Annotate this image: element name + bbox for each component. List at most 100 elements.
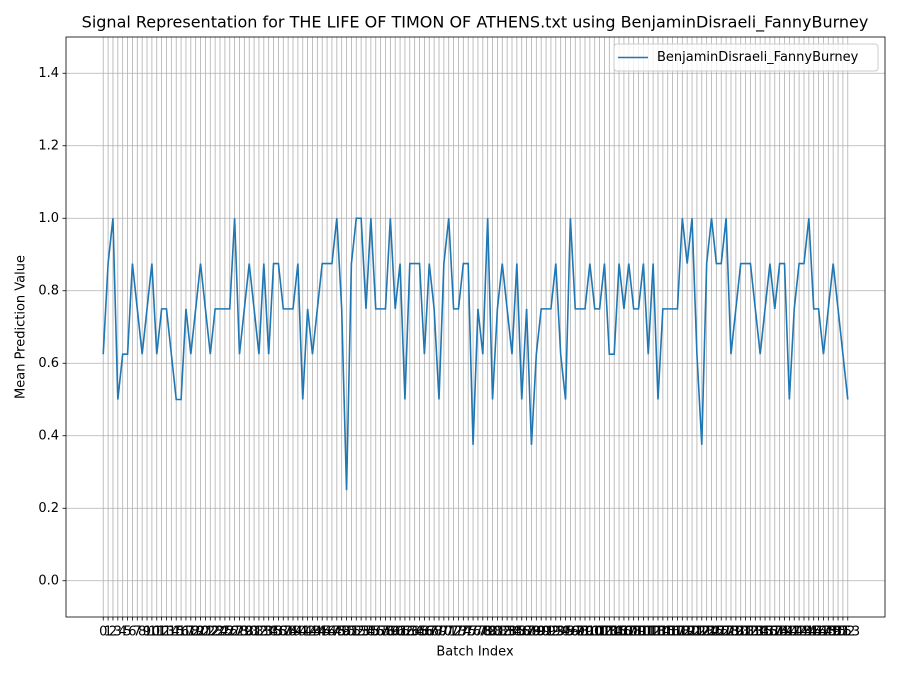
x-tick-label: 84 (504, 625, 521, 640)
x-tick-label: 54 (358, 625, 375, 640)
x-tick-label: 10 (144, 625, 161, 640)
x-tick-label: 61 (392, 625, 409, 640)
legend-box (613, 43, 879, 72)
x-tick-label: 45 (314, 625, 331, 640)
y-tick-label: 0.2 (38, 501, 59, 516)
x-tick-label: 133 (738, 625, 763, 640)
x-tick-label: 87 (518, 625, 535, 640)
x-tick-label: 116 (655, 625, 680, 640)
x-tick-label: 62 (397, 625, 414, 640)
x-tick-label: 49 (333, 625, 350, 640)
x-tick-label: 0 (99, 625, 107, 640)
x-tick-label: 131 (728, 625, 753, 640)
x-tick-label: 30 (241, 625, 258, 640)
x-tick-label: 138 (762, 625, 787, 640)
x-tick-label: 139 (767, 625, 792, 640)
x-tick-label: 148 (811, 625, 836, 640)
x-tick-label: 104 (597, 625, 622, 640)
legend-label: BenjaminDisraeli_FannyBurney (657, 50, 859, 65)
x-tick-label: 14 (163, 625, 180, 640)
x-tick-label: 144 (792, 625, 817, 640)
x-tick-label: 123 (689, 625, 714, 640)
x-tick-label: 38 (280, 625, 297, 640)
x-tick-label: 108 (616, 625, 641, 640)
x-tick-label: 12 (153, 625, 170, 640)
x-tick-label: 140 (772, 625, 797, 640)
x-tick-label: 4 (119, 625, 127, 640)
x-tick-label: 58 (377, 625, 394, 640)
x-tick-label: 95 (557, 625, 574, 640)
x-tick-label: 129 (719, 625, 744, 640)
x-tick-label: 50 (338, 625, 355, 640)
x-tick-label: 109 (621, 625, 646, 640)
x-tick-label: 71 (440, 625, 457, 640)
x-tick-label: 142 (782, 625, 807, 640)
x-tick-label: 39 (285, 625, 302, 640)
x-tick-label: 43 (304, 625, 321, 640)
x-tick-label: 32 (251, 625, 268, 640)
x-tick-label: 69 (431, 625, 448, 640)
legend: BenjaminDisraeli_FannyBurney (613, 43, 879, 72)
x-tick-label: 2 (109, 625, 117, 640)
x-tick-label: 107 (612, 625, 637, 640)
x-tick-label: 55 (363, 625, 380, 640)
x-tick-label: 90 (533, 625, 550, 640)
x-tick-label: 106 (607, 625, 632, 640)
x-tick-label: 29 (236, 625, 253, 640)
data-line (102, 217, 849, 491)
x-tick-label: 82 (494, 625, 511, 640)
y-tick-label: 0.6 (38, 356, 59, 371)
x-tick-label: 53 (353, 625, 370, 640)
x-tick-label: 153 (835, 625, 860, 640)
x-tick-label: 113 (641, 625, 666, 640)
x-tick-label: 34 (260, 625, 277, 640)
x-tick-label: 130 (723, 625, 748, 640)
x-tick-label: 60 (387, 625, 404, 640)
x-tick-label: 68 (426, 625, 443, 640)
x-tick-label: 70 (436, 625, 453, 640)
x-tick-label: 63 (402, 625, 419, 640)
x-tick-label: 5 (123, 625, 131, 640)
x-tick-label: 150 (821, 625, 846, 640)
x-tick-label: 91 (538, 625, 555, 640)
x-tick-label: 11 (148, 625, 165, 640)
x-tick-label: 93 (548, 625, 565, 640)
x-tick-label: 102 (587, 625, 612, 640)
x-tick-label: 57 (372, 625, 389, 640)
x-tick-label: 121 (680, 625, 705, 640)
x-tick-label: 72 (445, 625, 462, 640)
x-tick-label: 122 (685, 625, 710, 640)
x-tick-label: 85 (509, 625, 526, 640)
x-tick-label: 111 (631, 625, 656, 640)
x-tick-label: 97 (567, 625, 584, 640)
x-tick-label: 135 (748, 625, 773, 640)
x-tick-label: 132 (733, 625, 758, 640)
x-tick-label: 67 (421, 625, 438, 640)
x-tick-label: 79 (479, 625, 496, 640)
x-tick-label: 8 (138, 625, 146, 640)
y-tick-label: 1.4 (38, 66, 59, 81)
x-tick-label: 92 (543, 625, 560, 640)
x-tick-label: 137 (757, 625, 782, 640)
x-tick-label: 65 (411, 625, 428, 640)
x-tick-label: 27 (226, 625, 243, 640)
x-tick-label: 35 (265, 625, 282, 640)
x-tick-label: 24 (212, 625, 229, 640)
x-tick-label: 18 (183, 625, 200, 640)
x-tick-label: 89 (528, 625, 545, 640)
x-tick-label: 117 (660, 625, 685, 640)
x-tick-label: 147 (806, 625, 831, 640)
x-tick-label: 128 (714, 625, 739, 640)
x-tick-label: 40 (290, 625, 307, 640)
x-tick-label: 66 (416, 625, 433, 640)
x-tick-label: 124 (694, 625, 719, 640)
y-tick-label: 0.8 (38, 283, 59, 298)
x-tick-label: 100 (577, 625, 602, 640)
x-tick-label: 83 (499, 625, 516, 640)
x-tick-label: 98 (572, 625, 589, 640)
x-tick-label: 64 (406, 625, 423, 640)
x-tick-label: 125 (699, 625, 724, 640)
x-tick-label: 149 (816, 625, 841, 640)
x-tick-label: 25 (217, 625, 234, 640)
x-tick-label: 7 (133, 625, 141, 640)
